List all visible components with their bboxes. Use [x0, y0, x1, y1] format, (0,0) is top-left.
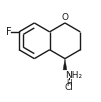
Polygon shape — [63, 59, 67, 70]
Text: Cl: Cl — [65, 83, 73, 92]
Text: O: O — [61, 13, 68, 22]
Text: NH₂: NH₂ — [65, 71, 83, 80]
Text: H: H — [66, 79, 72, 88]
Text: F: F — [6, 27, 12, 37]
